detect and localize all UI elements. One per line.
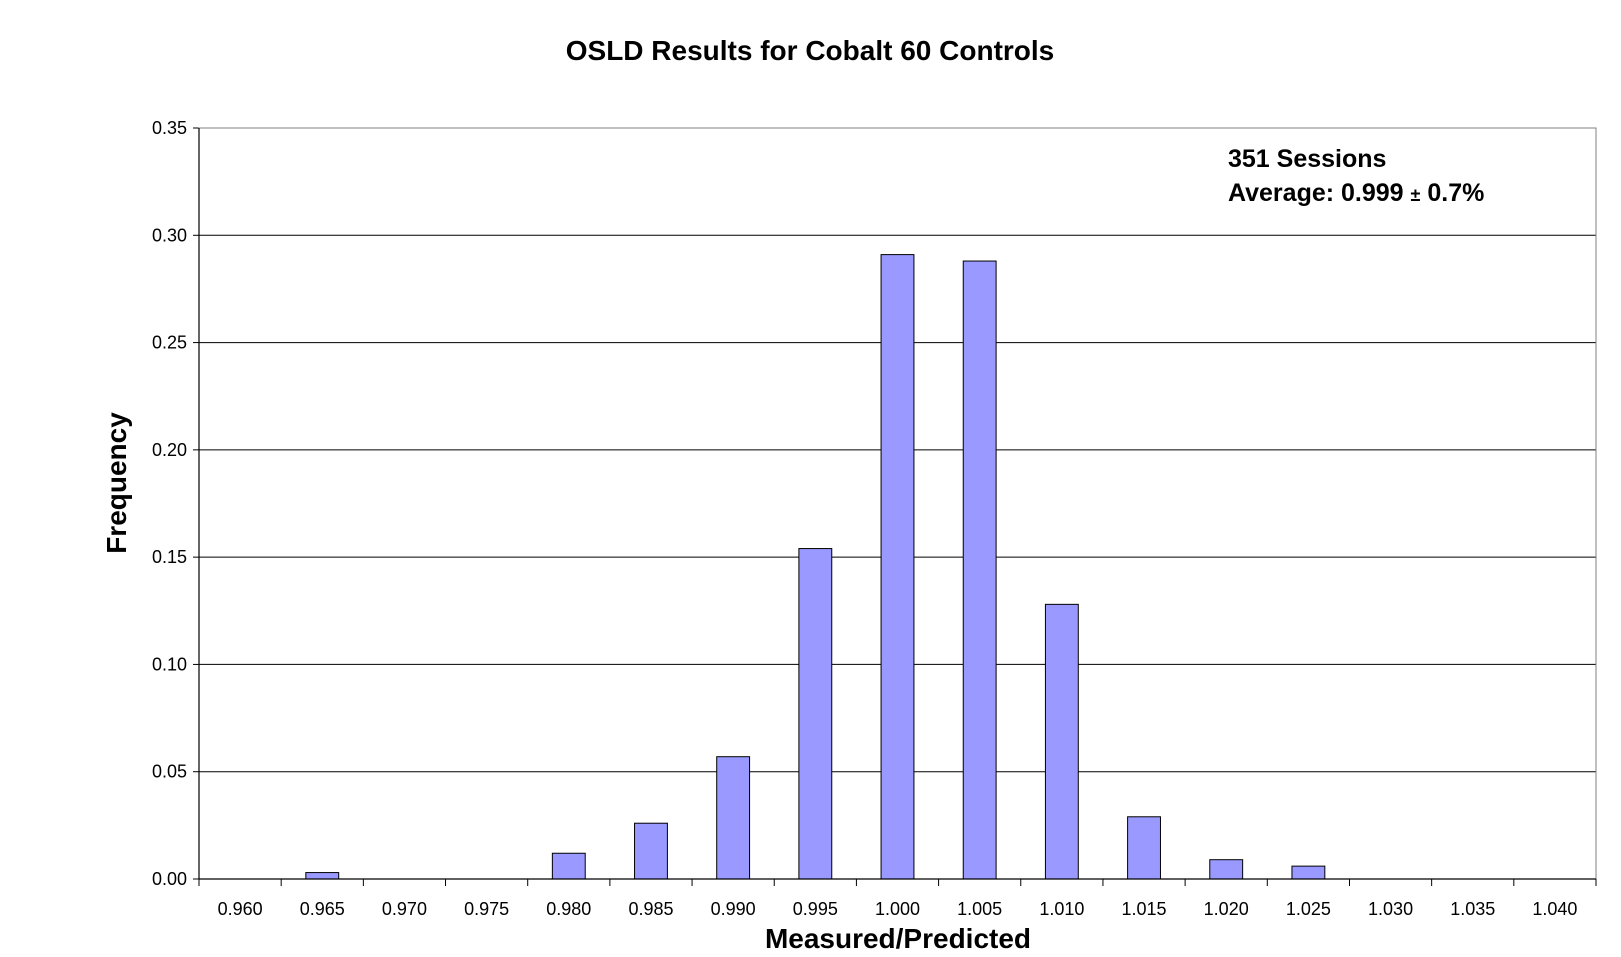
x-tick-label: 0.980: [546, 899, 591, 919]
annotation: 351 Sessions Average: 0.999 ± 0.7%: [1228, 145, 1484, 207]
x-tick-label: 0.965: [300, 899, 345, 919]
axes: [193, 127, 1597, 886]
y-tick-label: 0.15: [152, 547, 187, 567]
x-tick-labels: 0.960 0.965 0.970 0.975 0.980 0.985 0.990 0.995…: [218, 899, 1578, 919]
x-tick-label: 0.990: [711, 899, 756, 919]
x-tick-label: 0.960: [218, 899, 263, 919]
x-axis-label: Measured/Predicted: [765, 923, 1031, 954]
x-tick-label: 0.985: [628, 899, 673, 919]
bar: [551, 852, 586, 880]
bars: [305, 254, 1326, 880]
chart-title: OSLD Results for Cobalt 60 Controls: [566, 35, 1055, 66]
x-tick-label: 0.995: [793, 899, 838, 919]
annotation-average: Average: 0.999 ± 0.7%: [1228, 179, 1484, 207]
y-tick-label: 0.35: [152, 118, 187, 138]
bar: [1209, 859, 1244, 880]
y-tick-label: 0.00: [152, 869, 187, 889]
bar: [1127, 816, 1161, 880]
bar: [716, 756, 751, 880]
bar: [962, 260, 997, 880]
annotation-average-prefix: Average: 0.999: [1228, 179, 1411, 207]
bar: [798, 548, 833, 880]
x-tick-label: 1.015: [1122, 899, 1167, 919]
y-tick-label: 0.10: [152, 654, 187, 674]
bar: [1291, 865, 1326, 880]
bar: [305, 872, 340, 880]
y-tick-label: 0.25: [152, 333, 187, 353]
x-tick-label: 1.020: [1204, 899, 1249, 919]
x-tick-label: 1.000: [875, 899, 920, 919]
bar: [1044, 603, 1079, 880]
y-tick-label: 0.05: [152, 762, 187, 782]
annotation-average-suffix: 0.7%: [1420, 179, 1484, 207]
y-tick-labels: 0.00 0.05 0.10 0.15 0.20 0.25 0.30 0.35: [152, 118, 187, 889]
x-tick-label: 1.035: [1450, 899, 1495, 919]
y-axis-label: Frequency: [101, 412, 132, 554]
x-tick-label: 0.970: [382, 899, 427, 919]
annotation-average-pm: ±: [1411, 185, 1421, 205]
annotation-sessions: 351 Sessions: [1228, 145, 1386, 173]
y-tick-label: 0.30: [152, 225, 187, 245]
x-tick-label: 0.975: [464, 899, 509, 919]
bar: [634, 822, 668, 880]
x-tick-label: 1.010: [1039, 899, 1084, 919]
x-tick-label: 1.030: [1368, 899, 1413, 919]
x-tick-label: 1.005: [957, 899, 1002, 919]
y-tick-label: 0.20: [152, 440, 187, 460]
x-tick-label: 1.025: [1286, 899, 1331, 919]
x-tick-label: 1.040: [1532, 899, 1577, 919]
bar: [880, 254, 915, 880]
